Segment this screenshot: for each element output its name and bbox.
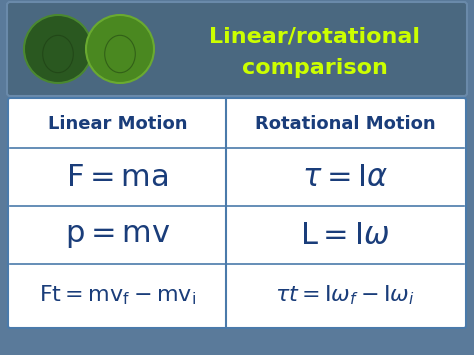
Circle shape: [24, 15, 92, 83]
Text: Rotational Motion: Rotational Motion: [255, 115, 435, 133]
FancyBboxPatch shape: [8, 98, 466, 328]
Circle shape: [86, 15, 154, 83]
Text: $\tau t = \mathrm{I}\omega_f - \mathrm{I}\omega_i$: $\tau t = \mathrm{I}\omega_f - \mathrm{I…: [275, 283, 415, 307]
Text: $\mathrm{L = I}\omega$: $\mathrm{L = I}\omega$: [300, 219, 390, 251]
FancyBboxPatch shape: [7, 2, 467, 96]
Text: Linear/rotational: Linear/rotational: [209, 27, 420, 47]
Text: Linear Motion: Linear Motion: [48, 115, 188, 133]
Text: $\mathsf{p = mv}$: $\mathsf{p = mv}$: [65, 219, 171, 251]
Text: $\mathsf{F = ma}$: $\mathsf{F = ma}$: [66, 162, 169, 192]
Text: $\tau = \mathrm{I}\alpha$: $\tau = \mathrm{I}\alpha$: [301, 162, 388, 192]
Text: comparison: comparison: [242, 58, 387, 78]
Text: $\mathsf{Ft = mv_f - mv_i}$: $\mathsf{Ft = mv_f - mv_i}$: [39, 283, 197, 307]
